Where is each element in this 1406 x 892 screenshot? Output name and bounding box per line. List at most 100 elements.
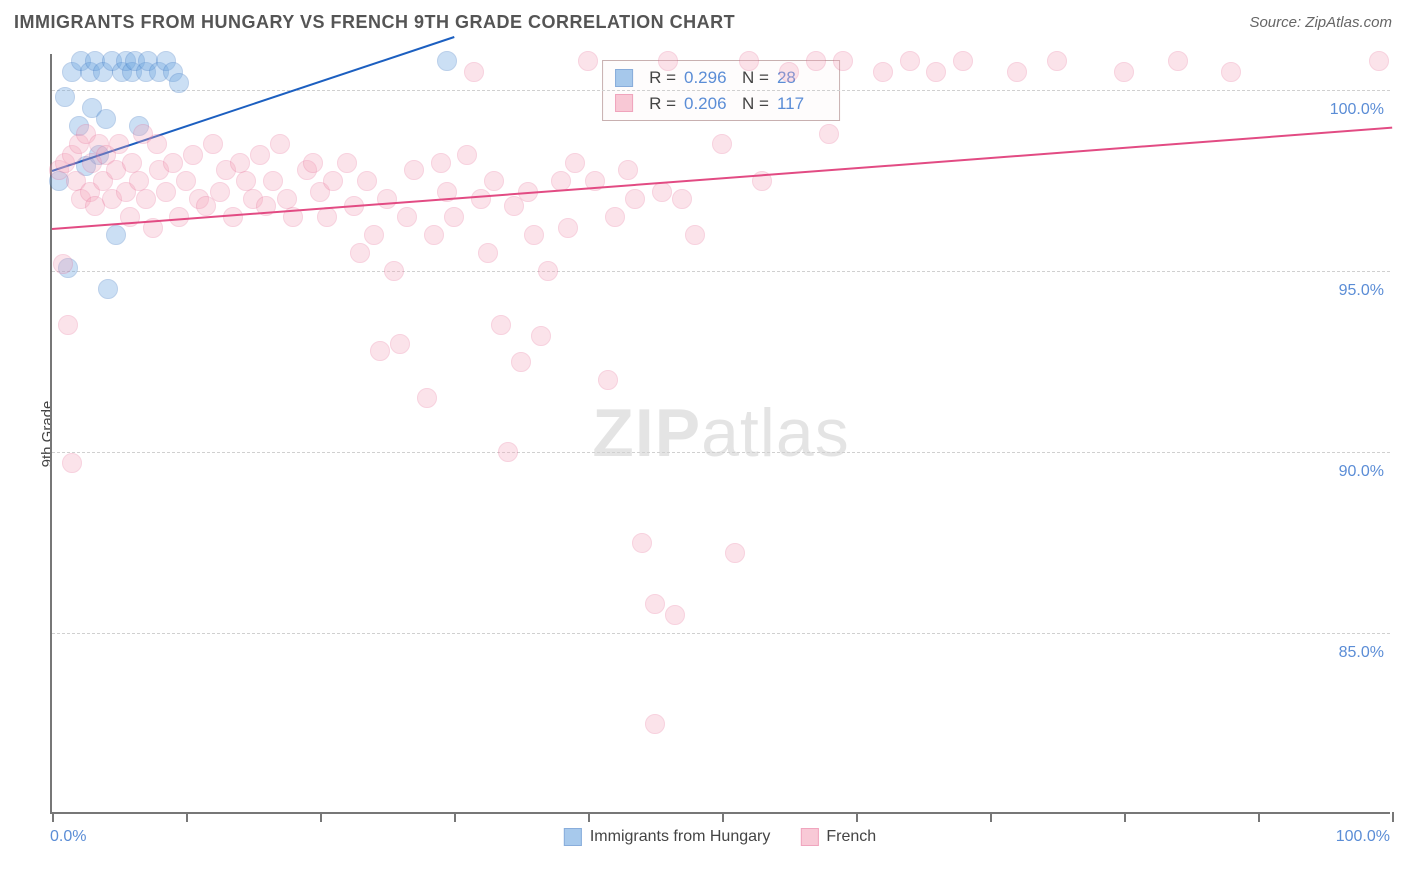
data-point (350, 243, 370, 263)
data-point (163, 153, 183, 173)
x-tick (320, 812, 322, 822)
data-point (1168, 51, 1188, 71)
data-point (136, 189, 156, 209)
x-tick (454, 812, 456, 822)
data-point (377, 189, 397, 209)
data-point (725, 543, 745, 563)
data-point (109, 134, 129, 154)
data-point (685, 225, 705, 245)
data-point (337, 153, 357, 173)
data-point (658, 51, 678, 71)
data-point (236, 171, 256, 191)
data-point (53, 254, 73, 274)
gridline (52, 90, 1390, 91)
data-point (625, 189, 645, 209)
data-point (665, 605, 685, 625)
data-point (953, 51, 973, 71)
data-point (270, 134, 290, 154)
x-tick (588, 812, 590, 822)
data-point (397, 207, 417, 227)
data-point (900, 51, 920, 71)
data-point (531, 326, 551, 346)
data-point (370, 341, 390, 361)
data-point (632, 533, 652, 553)
data-point (1114, 62, 1134, 82)
watermark: ZIPatlas (592, 394, 849, 472)
data-point (203, 134, 223, 154)
legend-item: French (800, 828, 876, 846)
y-tick-label: 90.0% (1339, 463, 1392, 481)
data-point (147, 134, 167, 154)
data-point (62, 453, 82, 473)
data-point (538, 261, 558, 281)
data-point (176, 171, 196, 191)
x-tick (1124, 812, 1126, 822)
x-axis-row: 0.0% Immigrants from HungaryFrench 100.0… (50, 828, 1390, 858)
data-point (55, 87, 75, 107)
data-point (390, 334, 410, 354)
data-point (672, 189, 692, 209)
data-point (58, 315, 78, 335)
stats-legend-row: R =0.206N =117 (615, 91, 827, 117)
x-axis-min: 0.0% (50, 828, 86, 846)
data-point (1047, 51, 1067, 71)
x-axis-max: 100.0% (1336, 828, 1390, 846)
data-point (565, 153, 585, 173)
data-point (317, 207, 337, 227)
data-point (645, 594, 665, 614)
legend-label: French (826, 828, 876, 845)
data-point (404, 160, 424, 180)
data-point (498, 442, 518, 462)
legend-swatch (800, 828, 818, 846)
data-point (464, 62, 484, 82)
data-point (364, 225, 384, 245)
data-point (926, 62, 946, 82)
x-tick (990, 812, 992, 822)
legend-swatch (615, 69, 633, 87)
gridline (52, 271, 1390, 272)
data-point (1007, 62, 1027, 82)
data-point (106, 225, 126, 245)
x-tick (1258, 812, 1260, 822)
data-point (524, 225, 544, 245)
gridline (52, 633, 1390, 634)
y-tick-label: 85.0% (1339, 644, 1392, 662)
data-point (779, 62, 799, 82)
data-point (357, 171, 377, 191)
data-point (833, 51, 853, 71)
data-point (96, 109, 116, 129)
data-point (551, 171, 571, 191)
data-point (277, 189, 297, 209)
data-point (578, 51, 598, 71)
data-point (323, 171, 343, 191)
data-point (491, 315, 511, 335)
x-tick (856, 812, 858, 822)
data-point (129, 171, 149, 191)
data-point (558, 218, 578, 238)
plot-area: ZIPatlas R =0.296N =28R =0.206N =117 85.… (50, 54, 1390, 814)
data-point (873, 62, 893, 82)
data-point (511, 352, 531, 372)
data-point (645, 714, 665, 734)
y-tick-label: 100.0% (1330, 101, 1392, 119)
data-point (384, 261, 404, 281)
data-point (424, 225, 444, 245)
data-point (210, 182, 230, 202)
data-point (598, 370, 618, 390)
data-point (183, 145, 203, 165)
data-point (437, 51, 457, 71)
y-tick-label: 95.0% (1339, 282, 1392, 300)
x-tick (1392, 812, 1394, 822)
data-point (156, 182, 176, 202)
data-point (122, 153, 142, 173)
x-tick (186, 812, 188, 822)
data-point (431, 153, 451, 173)
data-point (169, 73, 189, 93)
data-point (819, 124, 839, 144)
data-point (1221, 62, 1241, 82)
gridline (52, 452, 1390, 453)
data-point (484, 171, 504, 191)
data-point (618, 160, 638, 180)
data-point (478, 243, 498, 263)
data-point (806, 51, 826, 71)
